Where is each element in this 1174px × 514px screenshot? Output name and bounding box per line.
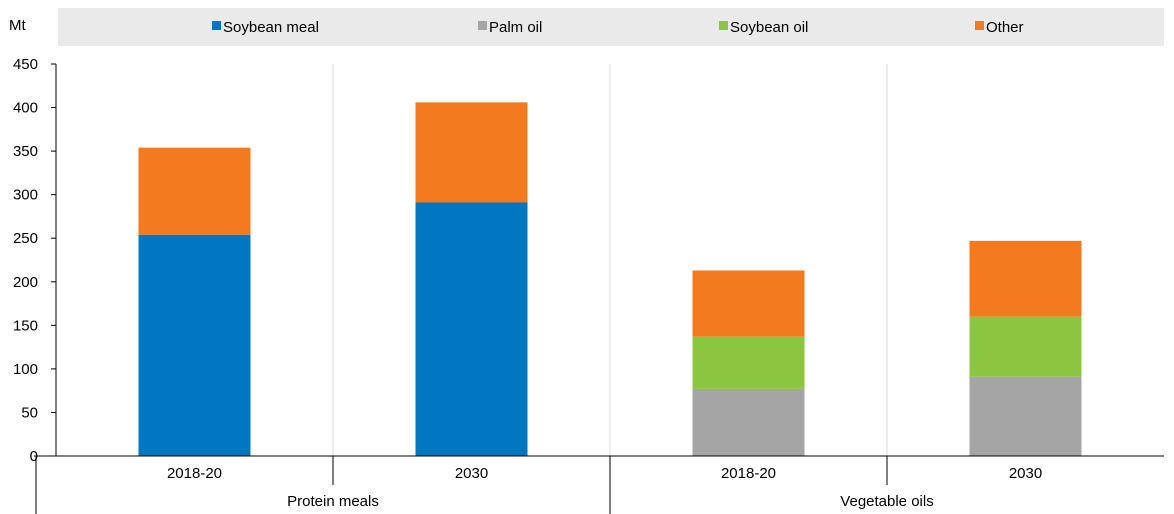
legend-swatch bbox=[478, 21, 487, 30]
x-tick-label: 2030 bbox=[1009, 465, 1042, 482]
y-tick-label: 200 bbox=[13, 274, 38, 291]
y-tick-label: 350 bbox=[13, 143, 38, 160]
bar-segment-soybean-meal bbox=[415, 202, 528, 456]
bar-segment-soybean-oil bbox=[969, 316, 1082, 377]
legend-label: Other bbox=[986, 19, 1024, 36]
y-tick-label: 150 bbox=[13, 317, 38, 334]
x-group-label: Protein meals bbox=[287, 493, 379, 510]
y-tick-label: 0 bbox=[30, 448, 38, 465]
x-axis: 2018-20 2030 2018-20 2030 Protein meals Veget… bbox=[34, 455, 1164, 514]
y-tick-label: 50 bbox=[21, 404, 38, 421]
x-tick-label: 2018-20 bbox=[721, 465, 776, 482]
y-tick-label: 300 bbox=[13, 187, 38, 204]
bar-segment-other bbox=[415, 102, 528, 203]
bar-segment-palm-oil bbox=[969, 376, 1082, 456]
y-tick-label: 100 bbox=[13, 361, 38, 378]
y-tick-label: 450 bbox=[13, 56, 38, 73]
y-axis: 0 50 100 150 200 250 300 350 400 450 bbox=[13, 56, 57, 465]
unit-label: Mt bbox=[9, 17, 26, 34]
legend-swatch bbox=[975, 21, 984, 30]
legend-label: Palm oil bbox=[489, 19, 542, 36]
bar-segment-other bbox=[969, 240, 1082, 317]
bar-segment-other bbox=[692, 270, 805, 337]
y-tick-label: 250 bbox=[13, 230, 38, 247]
x-tick-label: 2018-20 bbox=[167, 465, 222, 482]
bar-segment-soybean-meal bbox=[138, 234, 251, 456]
y-tick-label: 400 bbox=[13, 100, 38, 117]
legend-label: Soybean oil bbox=[730, 19, 808, 36]
bars bbox=[138, 102, 1082, 456]
legend-swatch bbox=[212, 21, 221, 30]
gridlines bbox=[332, 64, 888, 456]
legend: Soybean meal Palm oil Soybean oil Other bbox=[212, 19, 1024, 36]
x-tick-label: 2030 bbox=[455, 465, 488, 482]
bar-segment-soybean-oil bbox=[692, 336, 805, 389]
legend-swatch bbox=[719, 21, 728, 30]
bar-segment-other bbox=[138, 147, 251, 235]
bar-segment-palm-oil bbox=[692, 388, 805, 456]
legend-label: Soybean meal bbox=[223, 19, 319, 36]
x-group-label: Vegetable oils bbox=[840, 493, 933, 510]
